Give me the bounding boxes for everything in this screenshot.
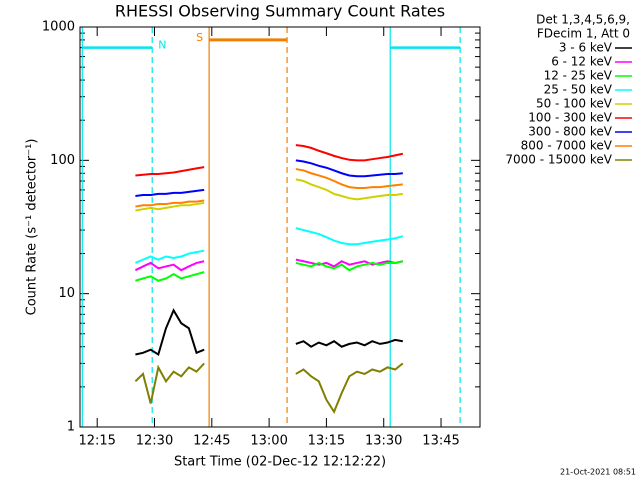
x-tick-label: 12:30 xyxy=(136,434,173,449)
y-tick-label: 1 xyxy=(67,420,75,435)
legend-header: FDecim 1, Att 0 xyxy=(537,27,630,41)
series-line xyxy=(135,159,403,198)
y-tick-label: 100 xyxy=(50,153,75,168)
x-axis-label: Start Time (02-Dec-12 12:12:22) xyxy=(174,455,386,470)
x-tick-label: 12:15 xyxy=(78,434,115,449)
timestamp: 21-Oct-2021 08:51 xyxy=(560,468,636,477)
plot-frame xyxy=(79,26,481,428)
legend-label: 7000 - 15000 keV xyxy=(505,153,612,167)
series-line xyxy=(135,144,404,177)
series-line xyxy=(134,362,404,414)
legend-label: 50 - 100 keV xyxy=(536,97,613,111)
series-line xyxy=(135,168,403,208)
chart-title: RHESSI Observing Summary Count Rates xyxy=(115,2,445,21)
interval-label: N xyxy=(158,39,166,52)
legend-label: 3 - 6 keV xyxy=(559,41,613,55)
series-line xyxy=(135,227,404,264)
y-tick-label: 10 xyxy=(58,286,75,301)
legend-label: 300 - 800 keV xyxy=(528,125,612,139)
y-tick-label: 1000 xyxy=(42,20,75,35)
x-tick-label: 13:15 xyxy=(308,434,345,449)
y-axis-label: Count Rate (s⁻¹ detector⁻¹) xyxy=(25,139,40,316)
x-tick-label: 12:45 xyxy=(193,434,230,449)
legend-header: Det 1,3,4,5,6,9, xyxy=(536,13,630,27)
x-tick-label: 13:45 xyxy=(422,434,459,449)
legend-label: 6 - 12 keV xyxy=(551,55,613,69)
legend-label: 800 - 7000 keV xyxy=(521,139,613,153)
legend-label: 25 - 50 keV xyxy=(544,83,613,97)
x-tick-label: 13:30 xyxy=(365,434,402,449)
legend-label: 12 - 25 keV xyxy=(544,69,613,83)
interval-label: S xyxy=(196,31,203,44)
series-line xyxy=(135,260,404,282)
x-tick-label: 13:00 xyxy=(250,434,287,449)
legend-label: 100 - 300 keV xyxy=(528,111,612,125)
series-line xyxy=(135,308,403,357)
series-line xyxy=(135,178,403,212)
series-line xyxy=(134,258,404,272)
